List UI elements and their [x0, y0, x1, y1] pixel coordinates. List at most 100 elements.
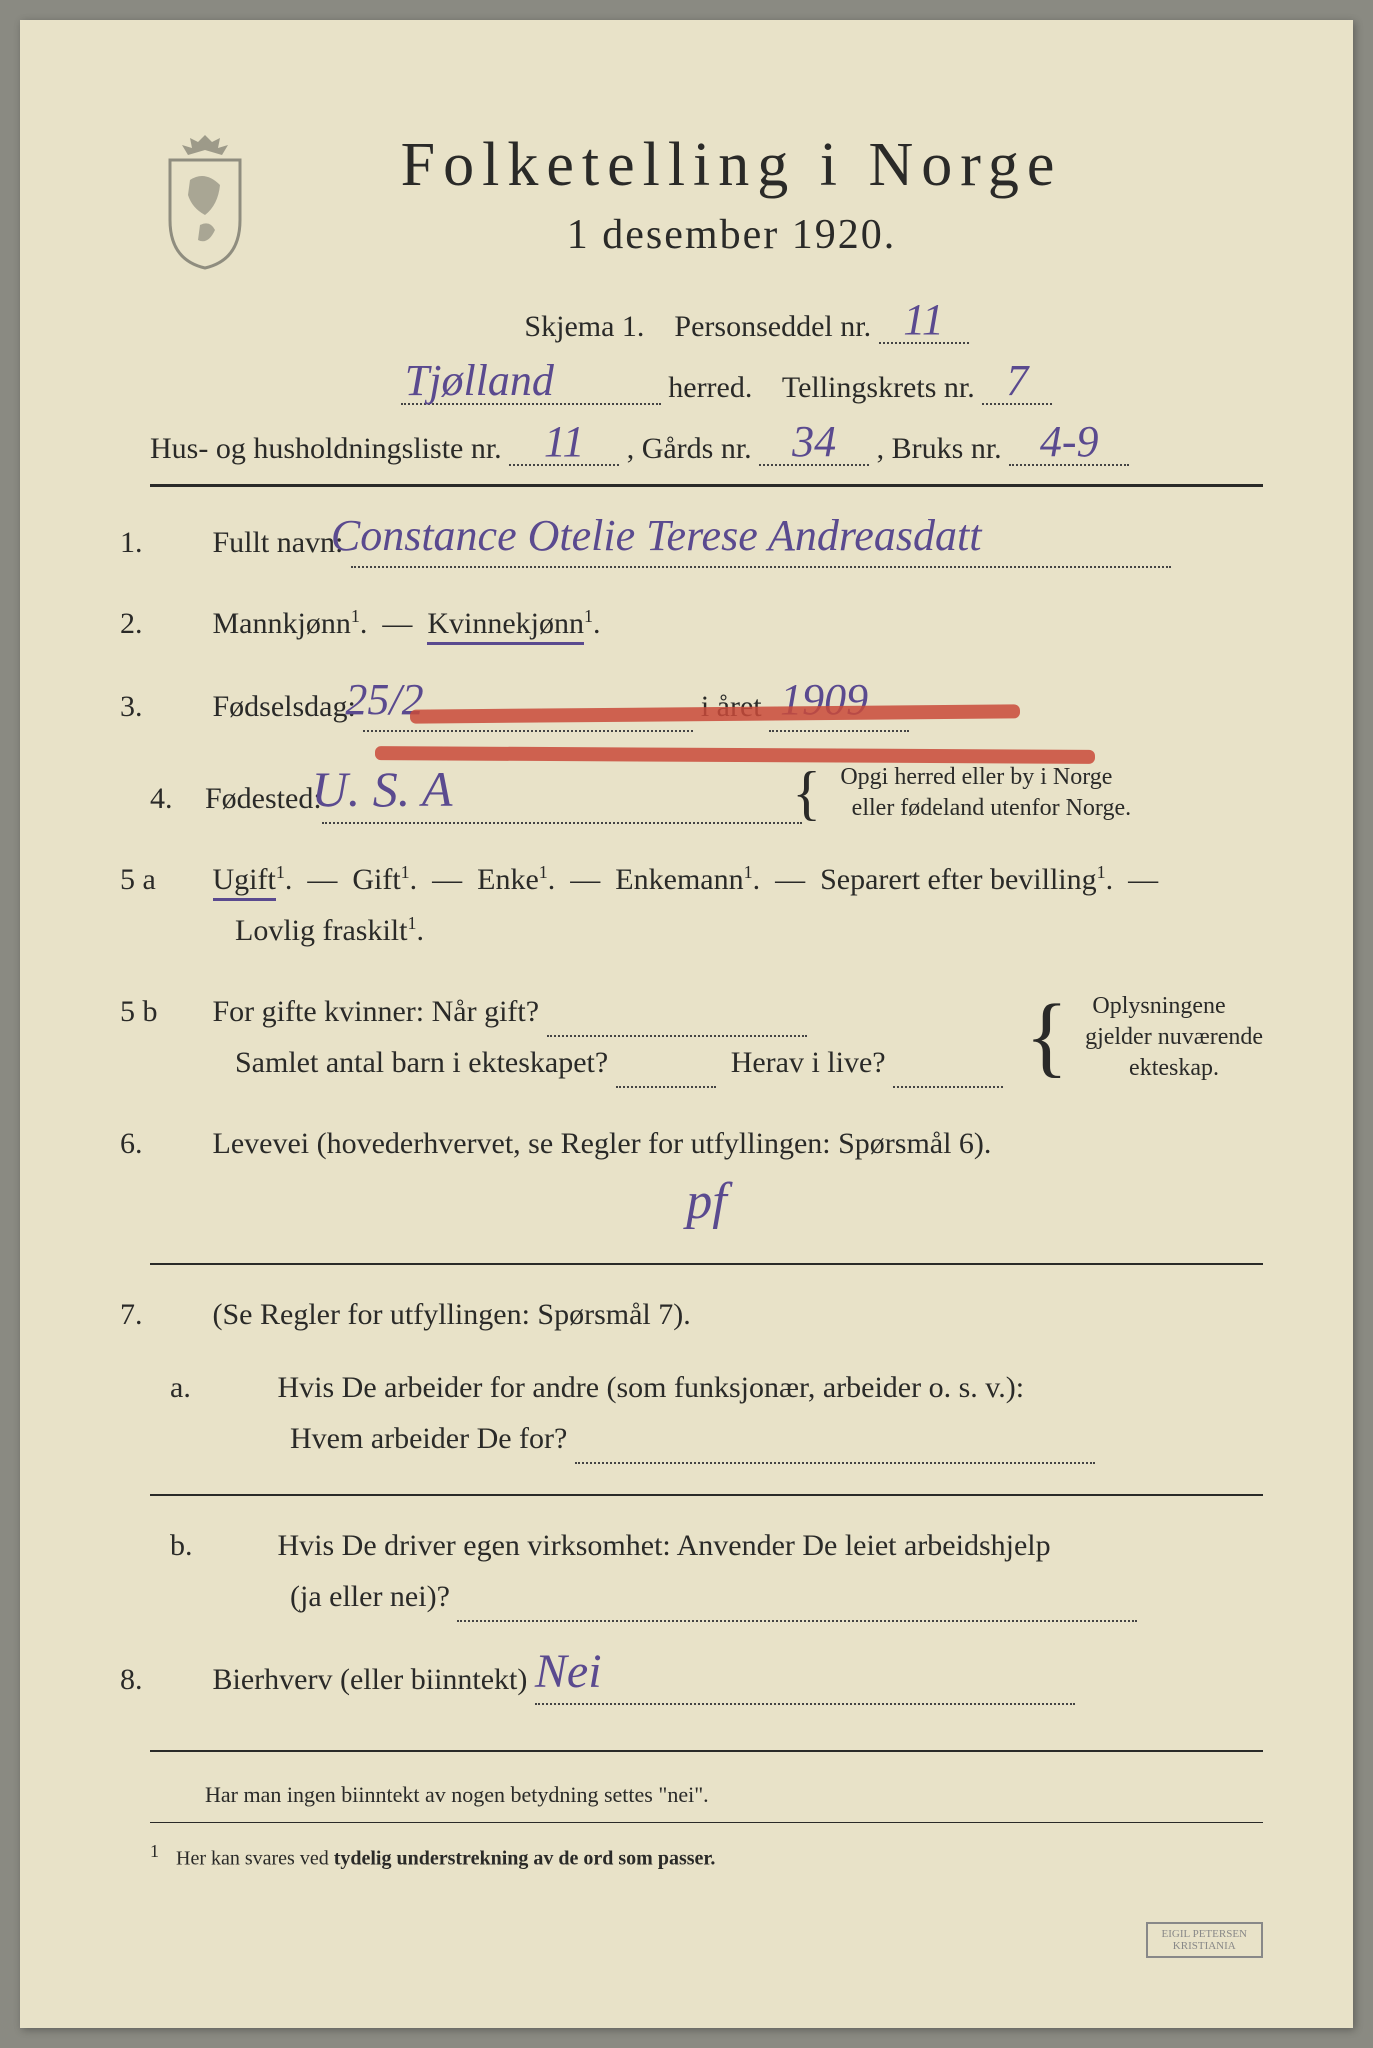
q7a-sub: a.: [210, 1362, 270, 1413]
q2-num: 2.: [150, 598, 205, 649]
question-7a: a. Hvis De arbeider for andre (som funks…: [150, 1362, 1263, 1464]
divider-top: [150, 484, 1263, 487]
stamp-l2: KRISTIANIA: [1173, 1940, 1236, 1952]
q4-note2: eller fødeland utenfor Norge.: [852, 795, 1131, 821]
q5b-note3: ekteskap.: [1129, 1055, 1219, 1081]
q8-label: Bierhverv (eller biinntekt): [213, 1663, 528, 1696]
divider-q6: [150, 1263, 1263, 1265]
q5b-note1: Oplysningene: [1092, 993, 1225, 1019]
q6-num: 6.: [150, 1118, 205, 1169]
meta-line-1: Skjema 1. Personseddel nr. 11: [150, 305, 1263, 344]
subtitle: 1 desember 1920.: [300, 211, 1163, 259]
meta-line-2: Tjølland herred. Tellingskrets nr. 7: [150, 366, 1263, 405]
q7b-l1: Hvis De driver egen virksomhet: Anvender…: [278, 1529, 1051, 1562]
q4-note1: Opgi herred eller by i Norge: [840, 764, 1112, 790]
q1-label: Fullt navn:: [213, 526, 344, 559]
question-5a: 5 a Ugift1. — Gift1. — Enke1. — Enkemann…: [150, 854, 1263, 956]
personseddel-label: Personseddel nr.: [674, 310, 871, 343]
husliste-label: Hus- og husholdningsliste nr.: [150, 432, 502, 465]
q4-note: { Opgi herred eller by i Norge eller fød…: [822, 762, 1131, 824]
q6-answer: pf: [150, 1184, 1263, 1223]
q7b-l2: (ja eller nei)?: [250, 1580, 450, 1613]
divider-q7a: [150, 1494, 1263, 1496]
q4-value: U. S. A: [312, 761, 453, 817]
personseddel-nr: 11: [903, 295, 944, 344]
q6-label: Levevei (hovederhvervet, se Regler for u…: [213, 1127, 992, 1160]
q7a-field: [575, 1462, 1095, 1464]
header: Folketelling i Norge 1 desember 1920.: [150, 130, 1263, 270]
q3-day-field: 25/2: [363, 679, 693, 732]
divider-bottom-2: [150, 1822, 1263, 1823]
footnote-2: 1 Her kan svares ved tydelig understrekn…: [150, 1841, 1263, 1871]
q5b-num: 5 b: [150, 986, 205, 1037]
q3-label: Fødselsdag:: [213, 690, 356, 723]
question-5b: 5 b For gifte kvinner: Når gift? Samlet …: [150, 986, 1263, 1088]
bruks-label: , Bruks nr.: [877, 432, 1002, 465]
main-title: Folketelling i Norge: [300, 130, 1163, 201]
stamp-l1: EIGIL PETERSEN: [1162, 1928, 1247, 1940]
divider-bottom-1: [150, 1750, 1263, 1752]
tellingskrets-field: 7: [982, 366, 1052, 405]
herred-label: herred.: [668, 371, 752, 404]
herred-field: Tjølland: [401, 366, 661, 405]
q1-value: Constance Otelie Terese Andreasdatt: [331, 511, 982, 560]
footnote-sup: 1: [150, 1841, 159, 1861]
question-6: 6. Levevei (hovederhvervet, se Regler fo…: [150, 1118, 1263, 1169]
q5a-ugift: Ugift: [213, 863, 276, 901]
skjema-label: Skjema 1.: [524, 310, 644, 343]
gards-label: , Gårds nr.: [627, 432, 752, 465]
q5b-note2: gjelder nuværende: [1085, 1024, 1263, 1050]
q5a-num: 5 a: [150, 854, 205, 905]
q5b-left: 5 b For gifte kvinner: Når gift? Samlet …: [180, 986, 1040, 1088]
question-1: 1. Fullt navn: Constance Otelie Terese A…: [150, 515, 1263, 568]
sup2: 1: [584, 606, 593, 626]
question-7b: b. Hvis De driver egen virksomhet: Anven…: [150, 1520, 1263, 1622]
q5b-gift-field: [547, 1035, 807, 1037]
question-3: 3. Fødselsdag: 25/2 i året 1909: [150, 679, 1263, 732]
q3-num: 3.: [150, 681, 205, 732]
coat-of-arms-icon: [150, 130, 260, 270]
q7a-l2: Hvem arbeider De for?: [250, 1422, 567, 1455]
q1-num: 1.: [150, 517, 205, 568]
question-2: 2. Mannkjønn1. — Kvinnekjønn1.: [150, 598, 1263, 649]
tellingskrets-label: Tellingskrets nr.: [782, 371, 975, 404]
question-8: 8. Bierhverv (eller biinntekt) Nei: [150, 1652, 1263, 1705]
footnote-1: Har man ingen biinntekt av nogen betydni…: [150, 1782, 1263, 1808]
printer-stamp: EIGIL PETERSEN KRISTIANIA: [1146, 1922, 1263, 1958]
q7b-field: [457, 1620, 1137, 1622]
gards-field: 34: [759, 427, 869, 466]
q2-kvinne: Kvinnekjønn: [427, 607, 584, 645]
husliste-field: 11: [509, 427, 619, 466]
q5b-live-field: [893, 1086, 1003, 1088]
question-4: 4. Fødested: U. S. A { Opgi herred eller…: [150, 762, 1263, 824]
q5b-l1: For gifte kvinner: Når gift?: [213, 995, 540, 1028]
q4-label: Fødested:: [235, 773, 322, 824]
census-form-page: Folketelling i Norge 1 desember 1920. Sk…: [20, 20, 1353, 2028]
q8-field: Nei: [535, 1652, 1075, 1705]
q7a-l1: Hvis De arbeider for andre (som funksjon…: [278, 1371, 1025, 1404]
title-block: Folketelling i Norge 1 desember 1920.: [300, 130, 1263, 259]
question-7: 7. (Se Regler for utfyllingen: Spørsmål …: [150, 1289, 1263, 1340]
bruks-nr: 4-9: [1040, 417, 1099, 466]
gards-nr: 34: [792, 417, 836, 466]
q5b-barn-field: [616, 1086, 716, 1088]
q5b-l2: Samlet antal barn i ekteskapet?: [180, 1046, 608, 1079]
q7b-sub: b.: [210, 1520, 270, 1571]
husliste-nr: 11: [544, 417, 585, 466]
q4-field: U. S. A: [322, 771, 802, 824]
herred-value: Tjølland: [405, 356, 554, 405]
q7-label: (Se Regler for utfyllingen: Spørsmål 7).: [213, 1298, 691, 1331]
crest-svg: [150, 130, 260, 270]
q2-mann: Mannkjønn: [213, 607, 351, 640]
q6-value: pf: [686, 1173, 726, 1230]
q8-num: 8.: [150, 1654, 205, 1705]
q1-field: Constance Otelie Terese Andreasdatt: [351, 515, 1171, 568]
q5b-l2b: Herav i live?: [731, 1046, 886, 1079]
q7-num: 7.: [150, 1289, 205, 1340]
sup1: 1: [351, 606, 360, 626]
footnote-2-text: Her kan svares ved tydelig understreknin…: [176, 1848, 715, 1870]
personseddel-nr-field: 11: [879, 305, 969, 344]
bruks-field: 4-9: [1009, 427, 1129, 466]
q5a-line2: Lovlig fraskilt1.: [180, 914, 424, 947]
q8-value: Nei: [535, 1645, 602, 1698]
